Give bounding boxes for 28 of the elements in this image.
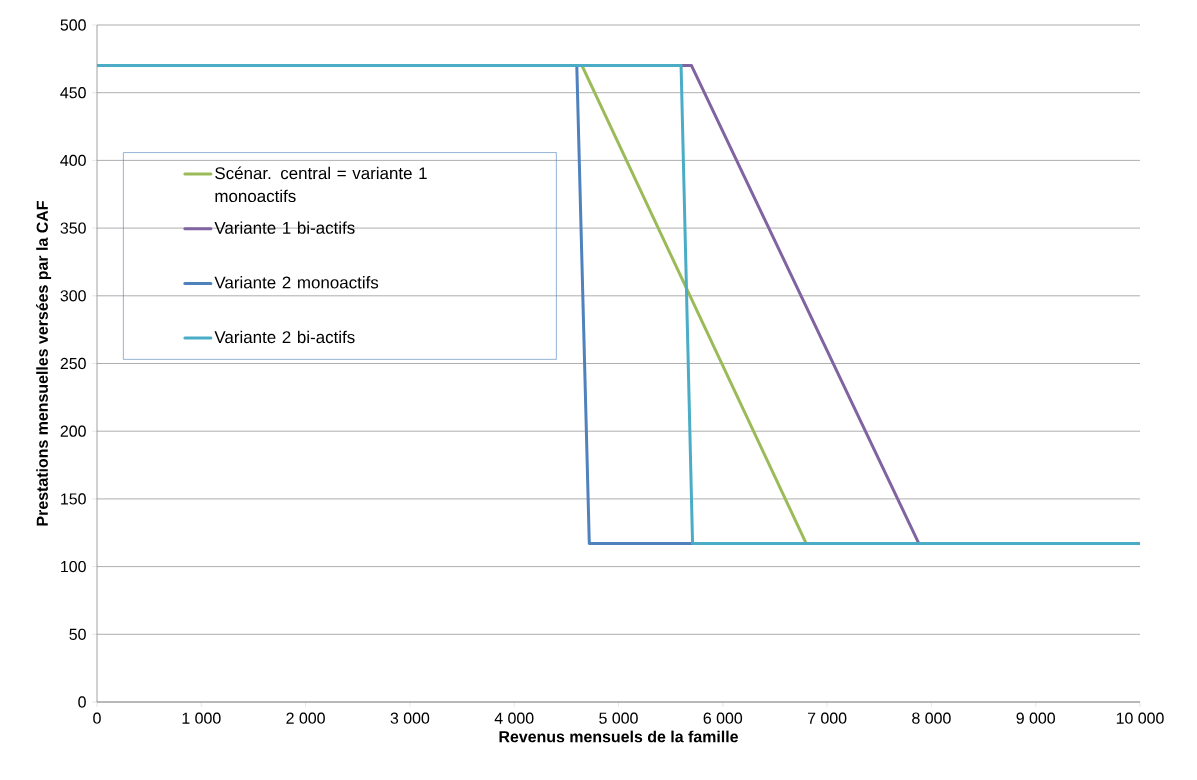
x-tick-label: 4 000 [494, 712, 534, 724]
y-tick-label: 150 [61, 493, 86, 505]
y-tick-label: 500 [60, 19, 86, 31]
y-tick-label: 300 [60, 290, 86, 302]
x-axis-title: Revenus mensuels de la famille [499, 730, 738, 743]
x-tick-label: 8 000 [912, 712, 951, 724]
x-tick-label: 3 000 [390, 712, 430, 724]
legend-label: Variante 2 monoactifs [214, 276, 379, 289]
y-tick-label: 350 [60, 222, 86, 234]
y-axis-title: Prestations mensuelles versées par la CAF [36, 201, 52, 526]
legend-label: Variante 1 bi-actifs [214, 221, 355, 234]
y-tick-label: 0 [78, 696, 86, 708]
x-tick-label: 9 000 [1016, 712, 1055, 724]
y-tick-label: 400 [60, 154, 86, 167]
x-tick-label: 7 000 [807, 712, 847, 724]
y-tick-label: 250 [60, 357, 86, 370]
y-tick-label: 100 [61, 560, 86, 573]
x-tick-label: 0 [93, 712, 101, 724]
y-tick-label: 50 [69, 628, 86, 640]
x-tick-label: 6 000 [703, 712, 743, 724]
x-tick-label: 10 000 [1116, 712, 1164, 724]
legend-label: Scénar. central = variante 1 monoactifs [215, 166, 427, 203]
x-tick-label: 2 000 [286, 712, 325, 724]
x-tick-label: 5 000 [599, 712, 638, 724]
y-tick-label: 200 [60, 425, 86, 437]
x-tick-label: 1 000 [182, 712, 221, 724]
legend-label: Variante 2 bi-actifs [214, 330, 355, 344]
y-tick-label: 450 [60, 87, 86, 99]
